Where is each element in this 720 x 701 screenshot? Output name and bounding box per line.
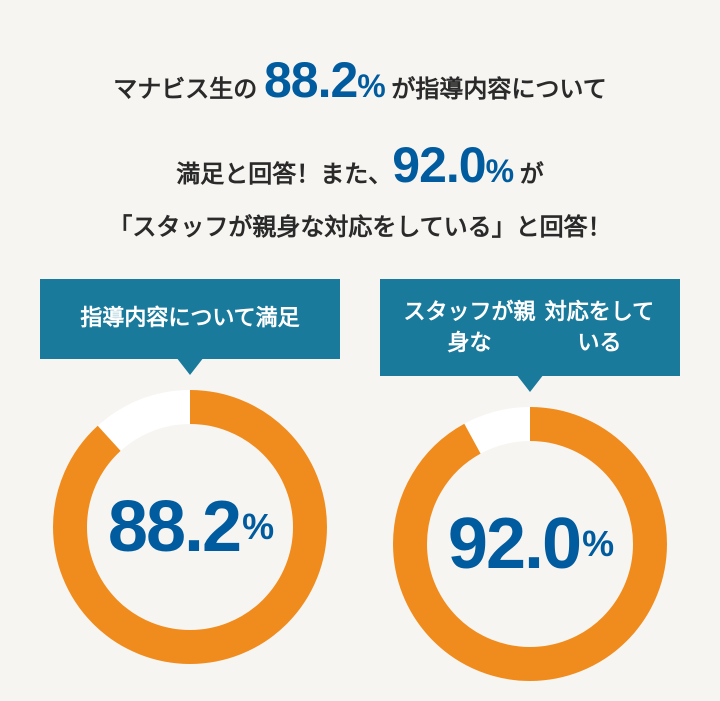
- headline-stat-1-num: 88.2: [264, 52, 357, 108]
- chart-label-line: スタッフが親身な: [400, 297, 539, 359]
- donut-value-number: 88.2: [108, 486, 240, 568]
- headline-stat-1: 88.2%: [264, 52, 385, 108]
- chart-label-box: スタッフが親身な対応をしている: [380, 279, 680, 377]
- donut-center-value: 88.2%: [50, 387, 330, 667]
- headline-stat-1-pct: %: [357, 68, 384, 104]
- chart-label-line: 指導内容について満足: [80, 303, 299, 334]
- donut-center-value: 92.0%: [390, 404, 670, 684]
- headline-text: 「スタッフが親身な対応をしている」と回答！: [108, 214, 611, 241]
- chart-label-box: 指導内容について満足: [40, 279, 340, 359]
- headline-stat-2: 92.0%: [392, 137, 513, 193]
- headline-text: 満足と回答！また、: [176, 161, 392, 188]
- headline-line-2: 満足と回答！また、92.0% が: [40, 123, 680, 208]
- headline-text: が: [513, 161, 544, 188]
- donut-value-percent: %: [582, 523, 612, 565]
- headline-stat-2-num: 92.0: [392, 137, 485, 193]
- charts-row: 指導内容について満足 88.2% スタッフが親身な対応をしている 92.0%: [0, 279, 720, 685]
- headline-stat-2-pct: %: [486, 153, 513, 189]
- headline-text: マナビス生の: [113, 76, 264, 103]
- donut-value-number: 92.0: [448, 503, 580, 585]
- headline: マナビス生の 88.2% が指導内容について 満足と回答！また、92.0% が …: [0, 0, 720, 259]
- headline-line-3: 「スタッフが親身な対応をしている」と回答！: [40, 208, 680, 249]
- donut-value-percent: %: [242, 506, 272, 548]
- chart-column: スタッフが親身な対応をしている 92.0%: [380, 279, 680, 685]
- chart-column: 指導内容について満足 88.2%: [40, 279, 340, 685]
- chart-label-line: 対応をしている: [539, 297, 660, 359]
- donut-chart: 92.0%: [390, 404, 670, 684]
- headline-line-1: マナビス生の 88.2% が指導内容について: [40, 38, 680, 123]
- headline-text: が指導内容について: [385, 76, 607, 103]
- donut-chart: 88.2%: [50, 387, 330, 667]
